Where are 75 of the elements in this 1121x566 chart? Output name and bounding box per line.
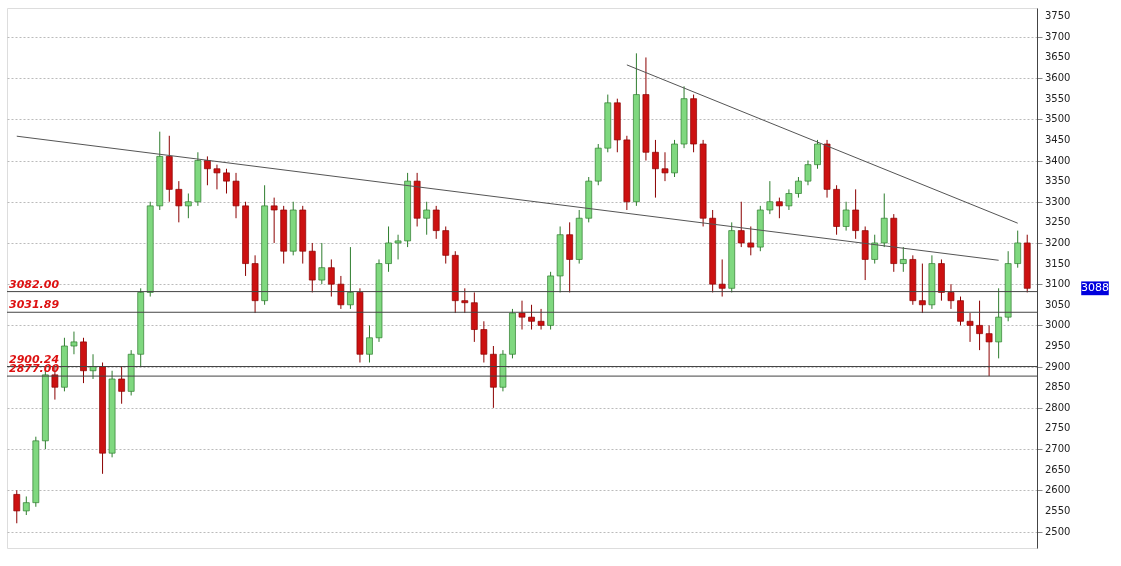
- y-tick-label: 3750: [1045, 10, 1071, 22]
- y-tick-label: 2750: [1045, 422, 1071, 434]
- y-tick-label: 3500: [1045, 113, 1071, 125]
- candlestick: [518, 300, 526, 331]
- y-tick-label: 3050: [1045, 298, 1071, 310]
- y-tick-label: 3700: [1045, 30, 1071, 42]
- y-tick-label: 2550: [1045, 504, 1071, 516]
- candlestick: [175, 180, 183, 223]
- ref-line-label: 3082.00: [9, 277, 60, 291]
- y-tick-label: 2600: [1045, 484, 1071, 496]
- candlestick: [785, 188, 793, 211]
- y-tick-label: 3350: [1045, 175, 1071, 187]
- y-tick-label: 3600: [1045, 72, 1071, 84]
- candlestick: [185, 193, 192, 219]
- candlestick: [766, 180, 774, 215]
- candlestick: [270, 197, 278, 244]
- y-tick-label: 3300: [1045, 195, 1071, 207]
- y-tick-label: 2500: [1045, 525, 1071, 537]
- y-tick-label: 3250: [1045, 216, 1071, 228]
- candlestick: [661, 151, 669, 182]
- text: 3088: [1081, 281, 1109, 295]
- candlestick: [871, 234, 879, 265]
- candlestick: [957, 296, 964, 326]
- candlestick: [976, 300, 983, 351]
- candlestick: [776, 197, 783, 219]
- candlestick: [22, 495, 30, 516]
- y-tick-label: 3400: [1045, 154, 1071, 166]
- y-tick-label: 2850: [1045, 381, 1071, 393]
- y-tick-label: 3000: [1045, 319, 1071, 331]
- y-tick-label: 3100: [1045, 278, 1071, 290]
- y-tick-label: 3450: [1045, 133, 1071, 145]
- candlestick: [432, 205, 440, 240]
- candlestick: [118, 366, 125, 405]
- candlestick: [385, 225, 392, 273]
- candlestick: [966, 312, 974, 343]
- candlestick: [737, 201, 745, 248]
- candlestick: [804, 160, 812, 186]
- y-tick-label: 3150: [1045, 257, 1071, 269]
- y-tick-label: 3550: [1045, 92, 1071, 104]
- candlestick: [366, 324, 373, 363]
- y-tick-label: 2700: [1045, 443, 1071, 455]
- candlestick: [70, 331, 78, 355]
- candlestick: [537, 308, 545, 331]
- candlestick: [985, 324, 993, 377]
- candlestick: [13, 489, 21, 524]
- candlestick: [899, 246, 907, 273]
- y-tick-label: 3650: [1045, 51, 1071, 63]
- candlestick: [337, 275, 345, 310]
- candlestick: [89, 353, 97, 380]
- candlestick: [842, 201, 850, 232]
- candlestick: [652, 139, 659, 199]
- candlestick: [347, 246, 354, 310]
- candlestick: [204, 155, 211, 186]
- candlestick: [528, 304, 535, 331]
- y-tick-label: 2950: [1045, 340, 1071, 352]
- y-tick-label: 3200: [1045, 236, 1071, 248]
- candlestick: [814, 139, 821, 170]
- ref-line-label: 3031.89: [9, 298, 60, 312]
- candlestick: [1014, 230, 1022, 269]
- candlestick: [852, 188, 859, 240]
- candlestick: [394, 234, 402, 260]
- candlestick: [223, 168, 230, 194]
- candlestick: [213, 164, 221, 190]
- candlestick: [461, 287, 469, 314]
- candlestick: [795, 176, 802, 199]
- candlestick: [328, 258, 335, 298]
- y-tick-label: 2650: [1045, 463, 1071, 475]
- y-tick-label: 2900: [1045, 360, 1071, 372]
- candlestick: [423, 201, 431, 236]
- candlestick: [747, 225, 755, 256]
- candlestick: [718, 258, 726, 298]
- candlestick: [947, 283, 955, 310]
- candlestick: [318, 242, 326, 285]
- y-tick-label: 2800: [1045, 401, 1071, 413]
- candlestick: [919, 263, 926, 314]
